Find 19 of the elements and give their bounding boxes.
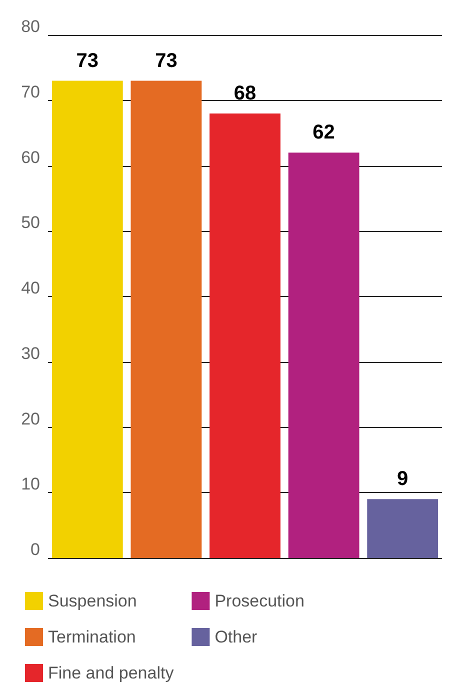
legend-label: Prosecution	[214, 592, 304, 610]
y-tick-label: 0	[30, 540, 40, 559]
legend-label: Termination	[48, 628, 136, 646]
y-tick-label: 80	[21, 17, 40, 36]
data-label: 62	[312, 122, 335, 144]
y-tick-label: 50	[21, 213, 40, 232]
y-tick-label: 20	[21, 409, 40, 428]
y-tick-label: 40	[21, 278, 40, 298]
data-label: 73	[76, 50, 99, 72]
y-tick-label: 60	[21, 148, 40, 167]
legend-label: Other	[214, 628, 258, 646]
data-label: 73	[155, 50, 178, 72]
y-tick-label: 10	[21, 474, 40, 494]
y-tick-label: 30	[21, 344, 40, 363]
legend-label: Suspension	[48, 592, 137, 610]
y-tick-label: 70	[21, 82, 40, 102]
data-label: 68	[234, 82, 256, 104]
legend-label: Fine and penalty	[48, 664, 174, 682]
data-label: 9	[397, 468, 408, 490]
